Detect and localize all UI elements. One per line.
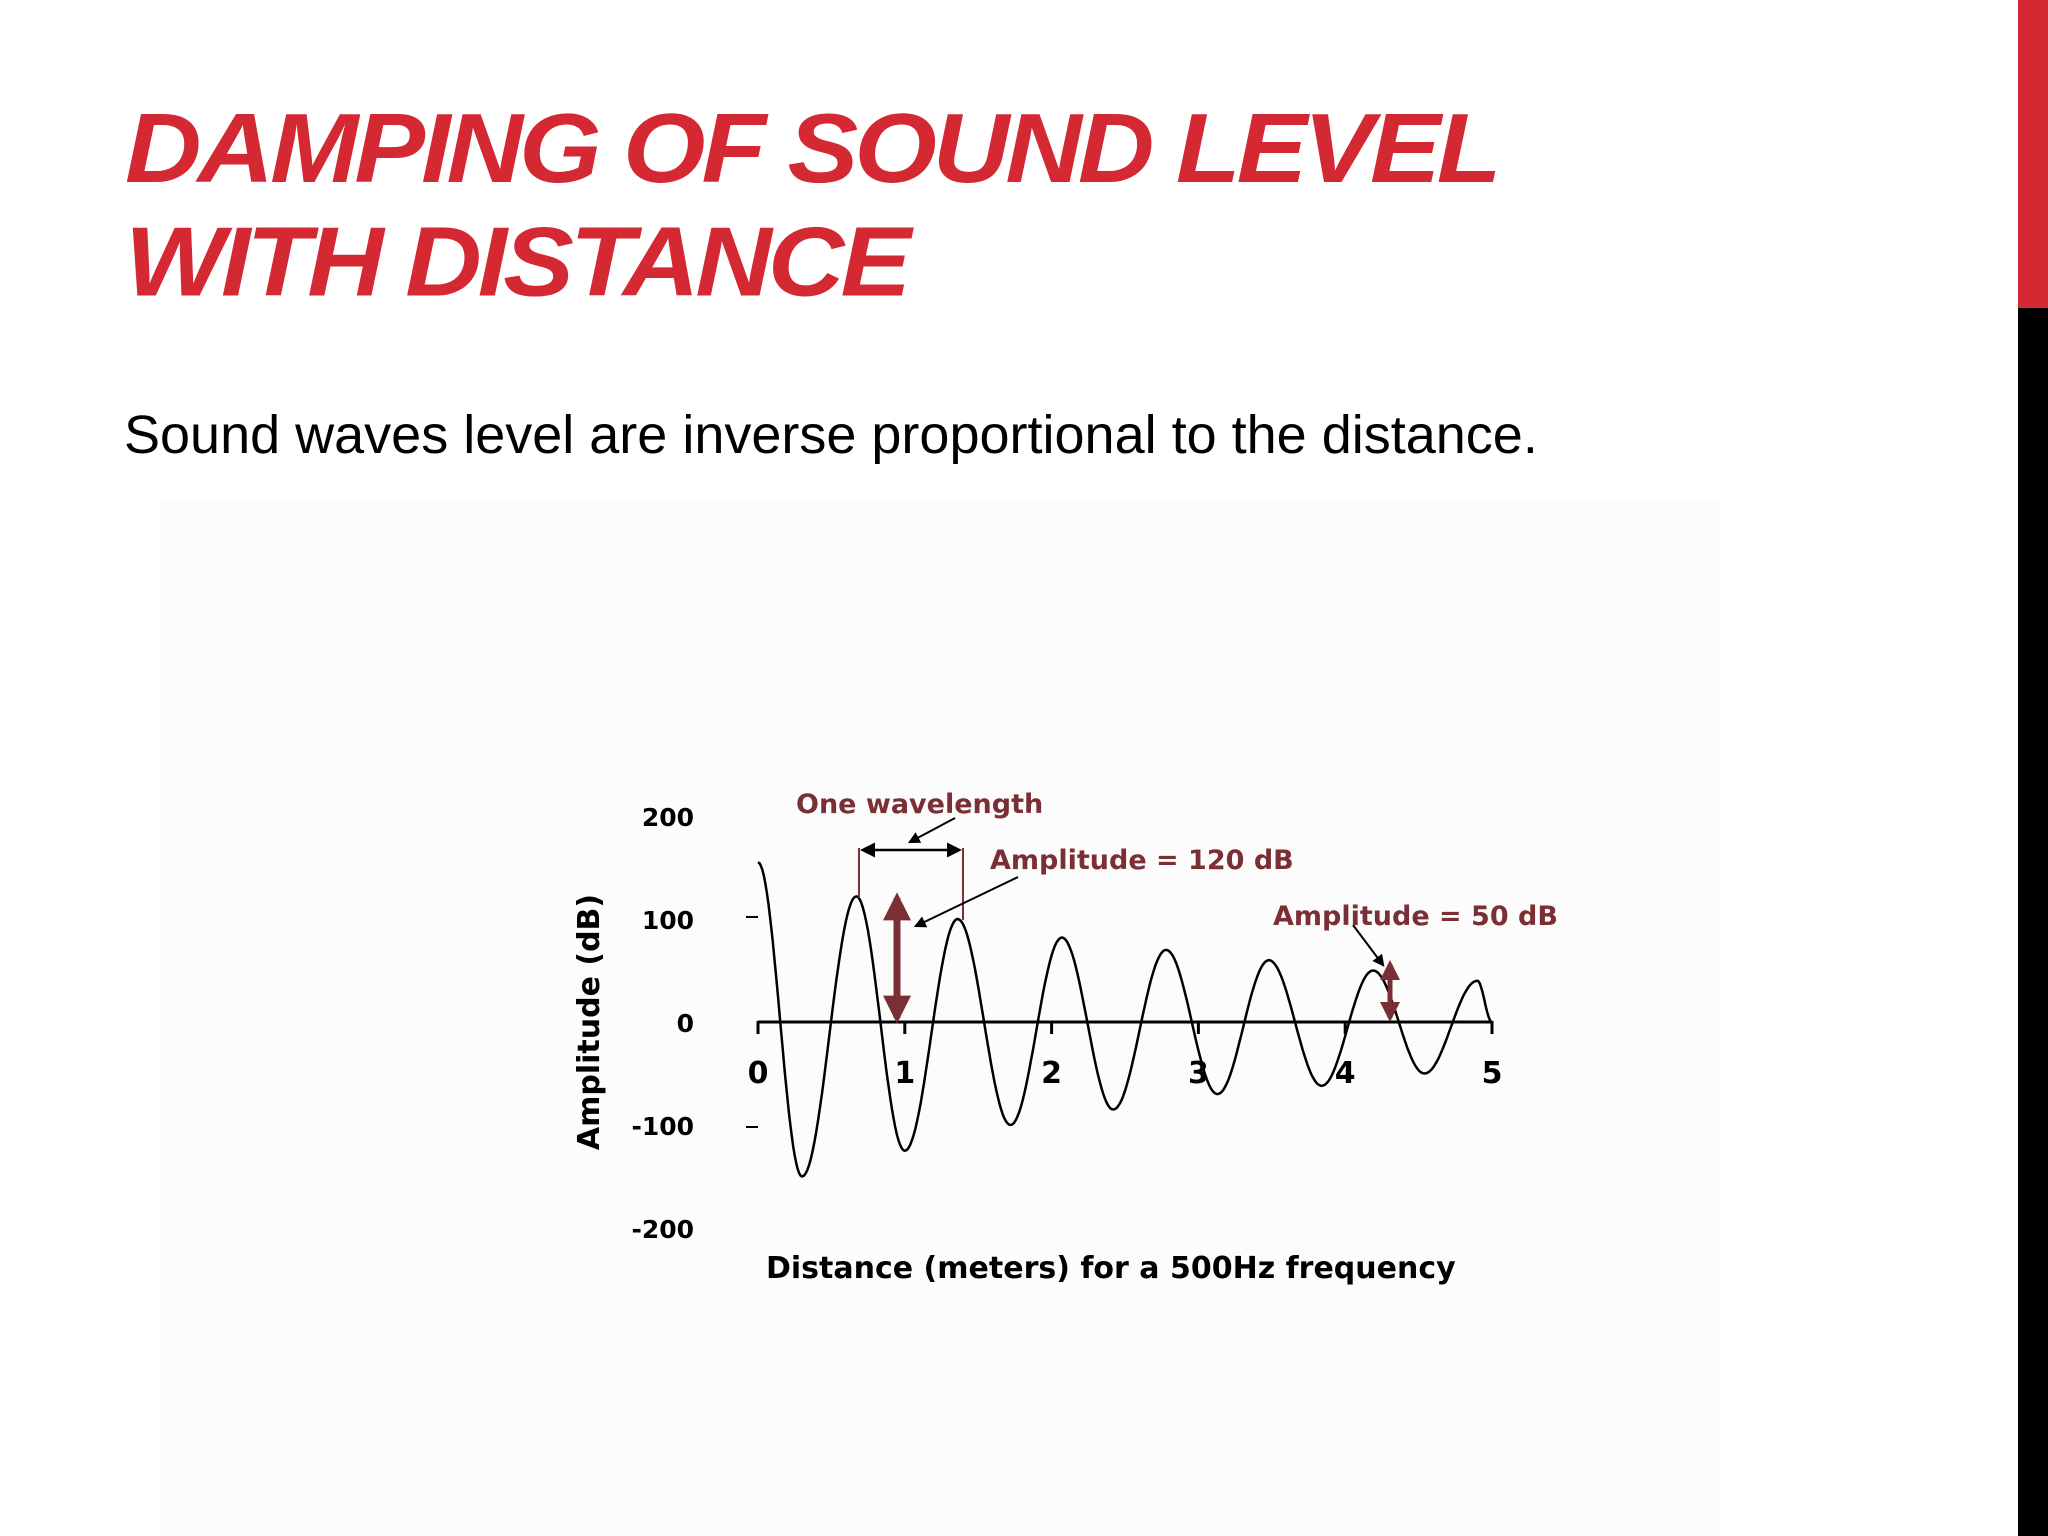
annotation-amplitude-50: Amplitude = 50 dB: [1273, 901, 1558, 932]
x-tick-group: 0 1 2 3 4 5: [748, 1021, 1503, 1091]
amplitude-120-pointer: [913, 876, 1019, 928]
slide-title-line-2: WITH DISTANCE: [125, 207, 911, 318]
x-tick-label: 3: [1188, 1056, 1209, 1091]
slide-title-line-1: DAMPING OF SOUND LEVEL: [125, 93, 1502, 204]
figure-background: [160, 500, 1720, 1536]
x-tick-label: 2: [1041, 1056, 1062, 1091]
amplitude-50-pointer: [1352, 924, 1385, 967]
slide-title: DAMPING OF SOUND LEVEL WITH DISTANCE: [125, 92, 1925, 319]
annotation-one-wavelength: One wavelength: [796, 789, 1043, 820]
y-tick-group: 200 100 0 -100 -200: [631, 803, 694, 1244]
y-tick-label: 100: [642, 906, 694, 935]
x-tick-label: 5: [1482, 1056, 1503, 1091]
sidebar-accent-black: [2018, 308, 2048, 1536]
y-axis-label: Amplitude (dB): [572, 894, 607, 1150]
y-tick-label: -200: [631, 1215, 694, 1244]
annotation-amplitude-120: Amplitude = 120 dB: [990, 845, 1294, 876]
x-tick-label: 1: [894, 1056, 915, 1091]
y-tick-label: -100: [631, 1112, 694, 1141]
slide-body-text: Sound waves level are inverse proportion…: [124, 405, 1538, 465]
x-tick-label: 4: [1335, 1056, 1356, 1091]
wavelength-pointer: [907, 817, 956, 844]
damped-wave-line: [757, 861, 1493, 1178]
x-tick-label: 0: [748, 1056, 769, 1091]
x-axis-label: Distance (meters) for a 500Hz frequency: [766, 1251, 1456, 1286]
sidebar-accent-red: [2018, 0, 2048, 308]
y-tick-label: 0: [677, 1009, 694, 1038]
y-tick-label: 200: [642, 803, 694, 832]
